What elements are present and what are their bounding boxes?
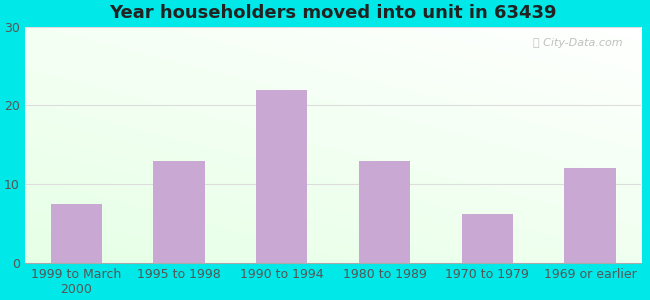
- Bar: [359, 160, 410, 263]
- Bar: [462, 214, 513, 263]
- Bar: [51, 204, 102, 263]
- Title: Year householders moved into unit in 63439: Year householders moved into unit in 634…: [109, 4, 557, 22]
- Bar: [153, 160, 205, 263]
- Bar: [564, 168, 616, 263]
- Bar: [256, 90, 307, 263]
- Text: ⓘ City-Data.com: ⓘ City-Data.com: [533, 38, 623, 48]
